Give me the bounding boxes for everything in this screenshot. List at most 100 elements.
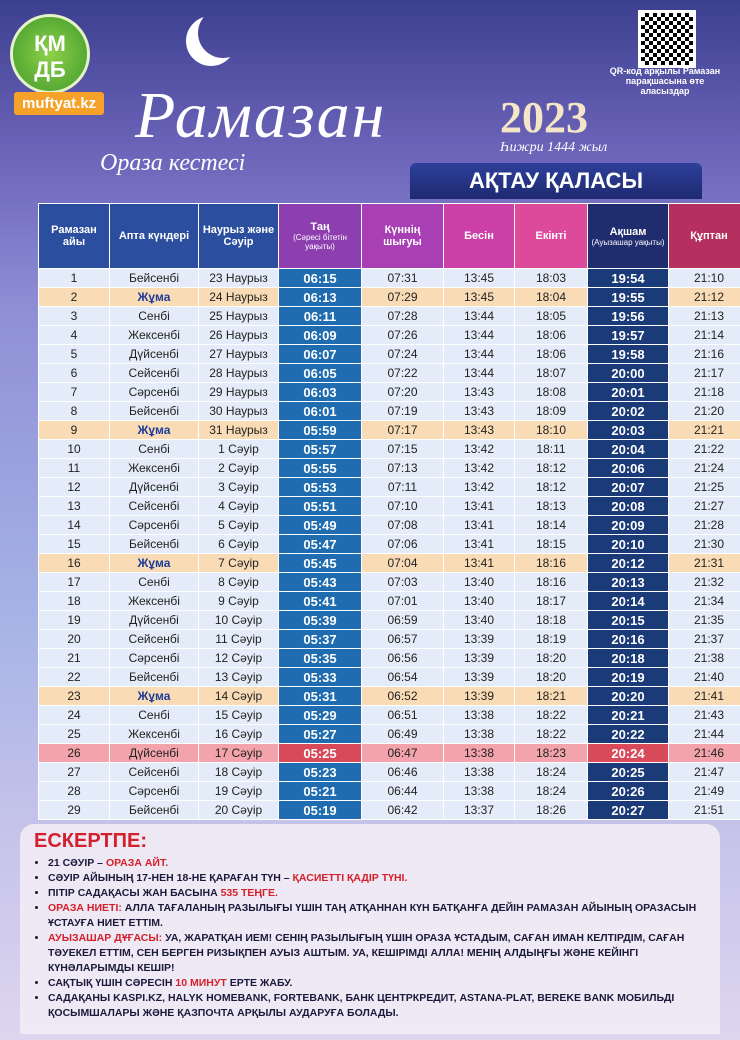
table-row: 13 Сейсенбі 4 Сәуір 05:51 07:10 13:41 18:13 20:… bbox=[38, 496, 740, 516]
table-cell: 31 Наурыз bbox=[198, 420, 279, 440]
table-cell: 13:40 bbox=[443, 572, 515, 592]
table-cell: Сәрсенбі bbox=[109, 382, 199, 402]
table-cell: 20:22 bbox=[587, 724, 669, 744]
table-cell: Сенбі bbox=[109, 306, 199, 326]
table-cell: 15 Сәуір bbox=[198, 705, 279, 725]
table-cell: 05:51 bbox=[278, 496, 362, 516]
table-cell: Жексенбі bbox=[109, 325, 199, 345]
table-row: 7 Сәрсенбі 29 Наурыз 06:03 07:20 13:43 18:08 20… bbox=[38, 382, 740, 402]
note-text: АЛЛА ТАҒАЛАНЫҢ РАЗЫЛЫҒЫ ҮШІН ТАҢ АТҚАННА… bbox=[48, 902, 697, 929]
column-header: Күннің шығуы bbox=[361, 203, 444, 269]
table-cell: 13:43 bbox=[443, 401, 515, 421]
table-row: 19 Дүйсенбі 10 Сәуір 05:39 06:59 13:40 18:18 20… bbox=[38, 610, 740, 630]
table-cell: 21:34 bbox=[668, 591, 740, 611]
table-cell: 06:05 bbox=[278, 363, 362, 383]
table-cell: 6 Сәуір bbox=[198, 534, 279, 554]
table-cell: 06:59 bbox=[361, 610, 444, 630]
table-cell: 06:54 bbox=[361, 667, 444, 687]
table-cell: 10 Сәуір bbox=[198, 610, 279, 630]
table-cell: 06:42 bbox=[361, 800, 444, 820]
table-cell: 5 Сәуір bbox=[198, 515, 279, 535]
table-cell: 13:45 bbox=[443, 287, 515, 307]
table-row: 29 Бейсенбі 20 Сәуір 05:19 06:42 13:37 18:26 20… bbox=[38, 800, 740, 820]
table-cell: 21:40 bbox=[668, 667, 740, 687]
table-cell: 20:14 bbox=[587, 591, 669, 611]
table-cell: 07:17 bbox=[361, 420, 444, 440]
table-cell: Жексенбі bbox=[109, 724, 199, 744]
table-cell: 13 bbox=[38, 496, 110, 516]
table-cell: Жұма bbox=[109, 686, 199, 706]
column-header: Наурыз және Сәуір bbox=[198, 203, 279, 269]
table-cell: 21:22 bbox=[668, 439, 740, 459]
table-cell: 21:38 bbox=[668, 648, 740, 668]
table-row: 6 Сейсенбі 28 Наурыз 06:05 07:22 13:44 18:07 20… bbox=[38, 363, 740, 383]
table-cell: 21:21 bbox=[668, 420, 740, 440]
table-cell: 07:20 bbox=[361, 382, 444, 402]
table-cell: 11 Сәуір bbox=[198, 629, 279, 649]
table-cell: Сейсенбі bbox=[109, 629, 199, 649]
column-title: Таң bbox=[310, 221, 330, 233]
table-cell: Жексенбі bbox=[109, 458, 199, 478]
table-cell: 24 Наурыз bbox=[198, 287, 279, 307]
table-cell: 18:20 bbox=[514, 667, 588, 687]
table-cell: 9 Сәуір bbox=[198, 591, 279, 611]
table-cell: 18:24 bbox=[514, 762, 588, 782]
table-cell: 20:20 bbox=[587, 686, 669, 706]
table-cell: 06:51 bbox=[361, 705, 444, 725]
table-cell: 05:27 bbox=[278, 724, 362, 744]
table-cell: 20:07 bbox=[587, 477, 669, 497]
table-cell: 07:06 bbox=[361, 534, 444, 554]
table-cell: 13:42 bbox=[443, 439, 515, 459]
table-cell: 05:25 bbox=[278, 743, 362, 763]
table-cell: Сәрсенбі bbox=[109, 515, 199, 535]
table-cell: 13:39 bbox=[443, 686, 515, 706]
table-cell: 05:23 bbox=[278, 762, 362, 782]
table-cell: 13:41 bbox=[443, 534, 515, 554]
table-cell: 20 bbox=[38, 629, 110, 649]
table-cell: 20:24 bbox=[587, 743, 669, 763]
qr-code[interactable] bbox=[638, 10, 696, 68]
table-cell: 07:15 bbox=[361, 439, 444, 459]
schedule-table: Рамазан айы Апта күндері Наурыз және Сәуір… bbox=[38, 203, 740, 820]
table-cell: 8 Сәуір bbox=[198, 572, 279, 592]
table-row: 16 Жұма 7 Сәуір 05:45 07:04 13:41 18:16 20:12 21… bbox=[38, 553, 740, 573]
table-cell: 23 Наурыз bbox=[198, 268, 279, 288]
table-cell: 18 Сәуір bbox=[198, 762, 279, 782]
column-header: Екінті bbox=[514, 203, 588, 269]
table-cell: 20:10 bbox=[587, 534, 669, 554]
note-item: САДАҚАНЫ KASPI.KZ, HALYK HOMEBANK, FORTE… bbox=[48, 991, 706, 1021]
table-cell: 13:39 bbox=[443, 629, 515, 649]
table-cell: 19:58 bbox=[587, 344, 669, 364]
table-cell: 18:16 bbox=[514, 572, 588, 592]
note-item: ПІТІР САДАҚАСЫ ЖАН БАСЫНА 535 ТЕҢГЕ. bbox=[48, 886, 706, 901]
column-header: Рамазан айы bbox=[38, 203, 110, 269]
table-cell: 20:19 bbox=[587, 667, 669, 687]
column-title: Наурыз және Сәуір bbox=[202, 224, 275, 248]
table-cell: 19:54 bbox=[587, 268, 669, 288]
table-cell: 1 bbox=[38, 268, 110, 288]
table-cell: Дүйсенбі bbox=[109, 477, 199, 497]
table-cell: 18:14 bbox=[514, 515, 588, 535]
table-cell: 20:16 bbox=[587, 629, 669, 649]
column-title: Апта күндері bbox=[118, 230, 190, 242]
note-text: СӘУІР АЙЫНЫҢ 17-НЕН 18-НЕ ҚАРАҒАН ТҮН – bbox=[48, 872, 293, 884]
column-title: Құптан bbox=[690, 230, 728, 242]
table-cell: 19 Сәуір bbox=[198, 781, 279, 801]
table-cell: 21:17 bbox=[668, 363, 740, 383]
table-cell: 18:15 bbox=[514, 534, 588, 554]
table-cell: 12 bbox=[38, 477, 110, 497]
table-row: 18 Жексенбі 9 Сәуір 05:41 07:01 13:40 18:17 20:… bbox=[38, 591, 740, 611]
site-link[interactable]: muftyat.kz bbox=[14, 92, 105, 115]
table-row: 8 Бейсенбі 30 Наурыз 06:01 07:19 13:43 18:09 20… bbox=[38, 401, 740, 421]
qr-caption: QR-код арқылы Рамазан парақшасына өте ал… bbox=[609, 66, 721, 96]
table-cell: 25 Наурыз bbox=[198, 306, 279, 326]
table-cell: 07:26 bbox=[361, 325, 444, 345]
table-cell: Бейсенбі bbox=[109, 800, 199, 820]
column-subtitle: (Сәресі бітетін уақыты) bbox=[293, 233, 347, 251]
note-item: ОРАЗА НИЕТІ: АЛЛА ТАҒАЛАНЫҢ РАЗЫЛЫҒЫ ҮШІ… bbox=[48, 901, 706, 931]
table-cell: 07:04 bbox=[361, 553, 444, 573]
table-cell: 6 bbox=[38, 363, 110, 383]
table-cell: 06:13 bbox=[278, 287, 362, 307]
table-cell: 13:43 bbox=[443, 420, 515, 440]
table-cell: Сенбі bbox=[109, 572, 199, 592]
